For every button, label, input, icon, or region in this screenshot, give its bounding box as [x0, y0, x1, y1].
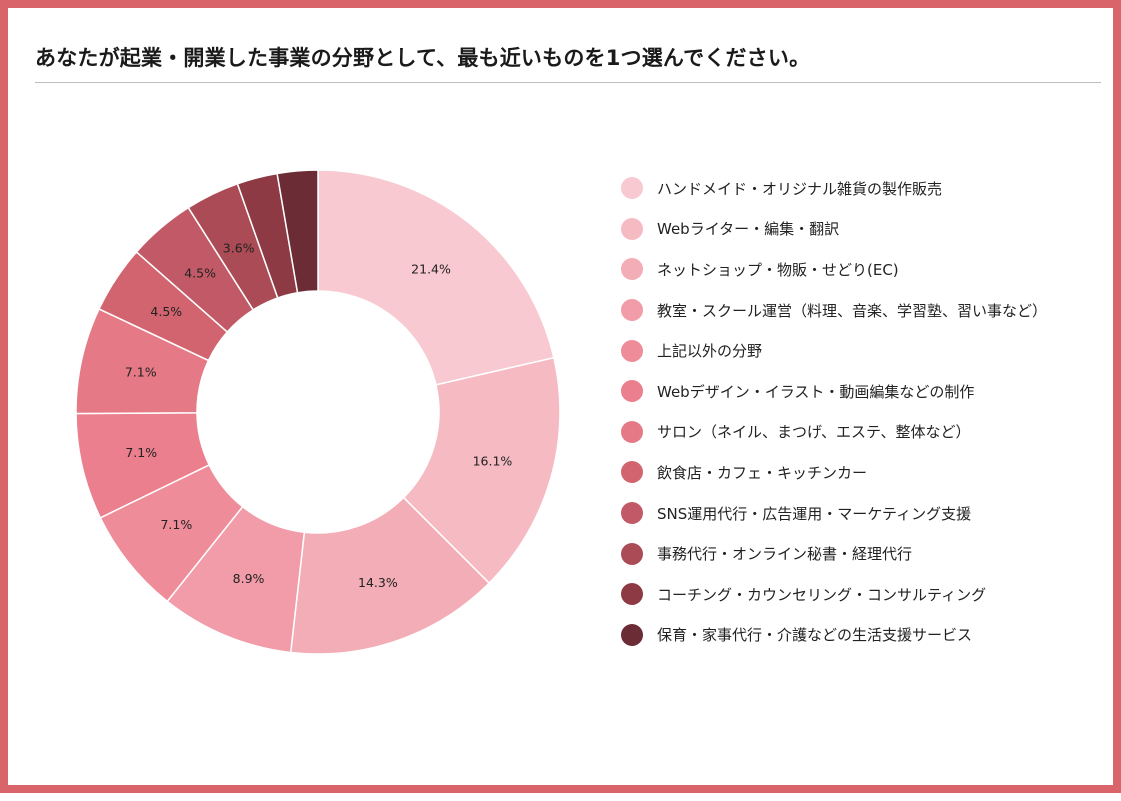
- donut-slice: [289, 496, 491, 655]
- slice-data-label: 3.6%: [223, 240, 255, 255]
- legend-item: 上記以外の分野: [621, 330, 1047, 371]
- legend-label: サロン（ネイル、まつげ、エステ、整体など）: [657, 423, 971, 442]
- legend-label: 保育・家事代行・介護などの生活支援サービス: [657, 626, 973, 645]
- donut-chart: 21.4% 16.1% 14.3% 8.9% 7.1% 7.1% 7.1% 4.5% 4.5% 3…: [75, 169, 561, 655]
- slice-data-label: 4.5%: [150, 304, 182, 319]
- legend-swatch: [621, 461, 643, 484]
- donut-slice: [276, 169, 319, 294]
- chart-legend: ハンドメイド・オリジナル雑貨の製作販売 Webライター・編集・翻訳ネットショップ・…: [621, 168, 1047, 655]
- legend-item: ハンドメイド・オリジナル雑貨の製作販売: [621, 168, 1047, 209]
- legend-swatch: [621, 177, 643, 200]
- legend-swatch: [621, 339, 643, 362]
- legend-item: 飲食店・カフェ・キッチンカー: [621, 452, 1047, 493]
- legend-item: 教室・スクール運営（料理、音楽、学習塾、習い事など）: [621, 290, 1047, 331]
- donut-slice: [402, 356, 561, 585]
- legend-item: ネットショップ・物販・せどり(EC): [621, 249, 1047, 290]
- legend-swatch: [621, 217, 643, 240]
- legend-label: 事務代行・オンライン秘書・経理代行: [657, 545, 913, 564]
- legend-label: コーチング・カウンセリング・コンサルティング: [657, 585, 987, 604]
- legend-label: SNS運用代行・広告運用・マーケティング支援: [657, 504, 972, 523]
- legend-item: Webデザイン・イラスト・動画編集などの制作: [621, 371, 1047, 412]
- legend-item: Webライター・編集・翻訳: [621, 209, 1047, 250]
- legend-item: 事務代行・オンライン秘書・経理代行: [621, 533, 1047, 574]
- legend-item: SNS運用代行・広告運用・マーケティング支援: [621, 493, 1047, 534]
- slice-data-label: 7.1%: [125, 445, 157, 460]
- title-divider: [35, 82, 1101, 83]
- legend-swatch: [621, 420, 643, 443]
- legend-label: 教室・スクール運営（料理、音楽、学習塾、習い事など）: [657, 301, 1048, 320]
- slice-data-label: 14.3%: [358, 575, 398, 590]
- legend-swatch: [621, 623, 643, 646]
- legend-label: Webデザイン・イラスト・動画編集などの制作: [657, 382, 975, 401]
- legend-label: 飲食店・カフェ・キッチンカー: [657, 463, 868, 482]
- legend-label: 上記以外の分野: [657, 342, 763, 361]
- donut-slice: [317, 169, 555, 386]
- chart-title: あなたが起業・開業した事業の分野として、最も近いものを1つ選んでください。: [35, 46, 811, 70]
- slice-data-label: 7.1%: [125, 364, 157, 379]
- slice-data-label: 21.4%: [411, 261, 451, 276]
- legend-swatch: [621, 502, 643, 525]
- legend-item: コーチング・カウンセリング・コンサルティング: [621, 574, 1047, 615]
- legend-swatch: [621, 258, 643, 281]
- legend-label: Webライター・編集・翻訳: [657, 220, 840, 239]
- legend-swatch: [621, 380, 643, 403]
- slice-data-label: 8.9%: [233, 571, 265, 586]
- slice-data-label: 7.1%: [160, 517, 192, 532]
- legend-item: サロン（ネイル、まつげ、エステ、整体など）: [621, 412, 1047, 453]
- slice-data-label: 16.1%: [473, 454, 513, 469]
- legend-swatch: [621, 583, 643, 606]
- legend-item: 保育・家事代行・介護などの生活支援サービス: [621, 615, 1047, 656]
- legend-swatch: [621, 542, 643, 565]
- slice-data-label: 4.5%: [184, 265, 216, 280]
- legend-label: ハンドメイド・オリジナル雑貨の製作販売: [657, 179, 943, 198]
- legend-label: ネットショップ・物販・せどり(EC): [657, 260, 899, 279]
- legend-swatch: [621, 299, 643, 322]
